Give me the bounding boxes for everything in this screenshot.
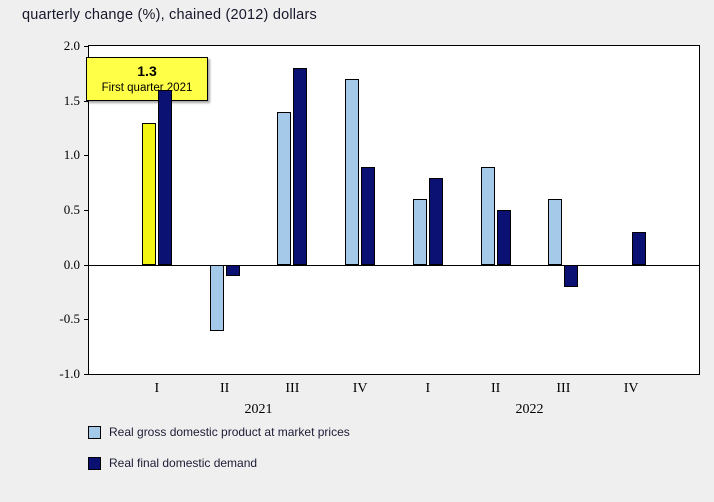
zero-line (89, 265, 699, 266)
bar-demand-q0[interactable] (158, 90, 172, 265)
plot-area: 1.3 First quarter 2021 (86, 45, 700, 375)
bar-gdp-q4[interactable] (413, 199, 427, 265)
y-tick-label: -0.5 (59, 311, 80, 327)
y-tick-label: 0.0 (63, 256, 80, 272)
x-tick-label: I (154, 381, 160, 396)
legend: Real gross domestic product at market pr… (88, 425, 350, 487)
bar-demand-q3[interactable] (361, 167, 375, 265)
chart-title: quarterly change (%), chained (2012) dol… (22, 7, 317, 23)
y-tick-label: 2.0 (63, 38, 80, 53)
bar-demand-q4[interactable] (429, 178, 443, 265)
bar-demand-q1[interactable] (226, 265, 240, 276)
bar-gdp-q2[interactable] (277, 112, 291, 265)
x-tick-label: II (490, 381, 501, 396)
tooltip-value: 1.3 (137, 63, 157, 79)
x-tick-label: III (285, 381, 300, 396)
tooltip: 1.3 First quarter 2021 (86, 57, 208, 101)
y-tick-label: -1.0 (59, 366, 80, 381)
bar-gdp-q5[interactable] (481, 167, 495, 265)
year-label: 2021 (244, 402, 273, 417)
y-tick-label: 1.0 (63, 147, 80, 163)
tooltip-label: First quarter 2021 (101, 82, 193, 94)
x-tick-label: IV (352, 381, 368, 396)
bar-gdp-q1[interactable] (210, 265, 224, 331)
x-tick-label: III (556, 381, 571, 396)
y-tick-label: 1.5 (63, 92, 80, 108)
bar-demand-q2[interactable] (293, 68, 307, 265)
x-tick-label: I (425, 381, 431, 396)
x-tick-label: IV (623, 381, 639, 396)
bar-gdp-q6[interactable] (548, 199, 562, 265)
x-tick-label: II (219, 381, 230, 396)
legend-swatch-icon (88, 425, 101, 439)
legend-item: Real gross domestic product at market pr… (88, 425, 350, 439)
legend-label: Real gross domestic product at market pr… (109, 425, 350, 439)
bar-gdp-q0[interactable] (142, 123, 156, 265)
y-tick-label: 0.5 (63, 202, 80, 217)
year-label: 2022 (515, 402, 544, 417)
bar-demand-q7[interactable] (632, 232, 646, 265)
legend-label: Real final domestic demand (109, 456, 258, 470)
legend-item: Real final domestic demand (88, 456, 350, 470)
legend-swatch-icon (88, 456, 101, 470)
bar-demand-q5[interactable] (497, 210, 511, 265)
bar-gdp-q3[interactable] (345, 79, 359, 265)
bar-demand-q6[interactable] (564, 265, 578, 287)
